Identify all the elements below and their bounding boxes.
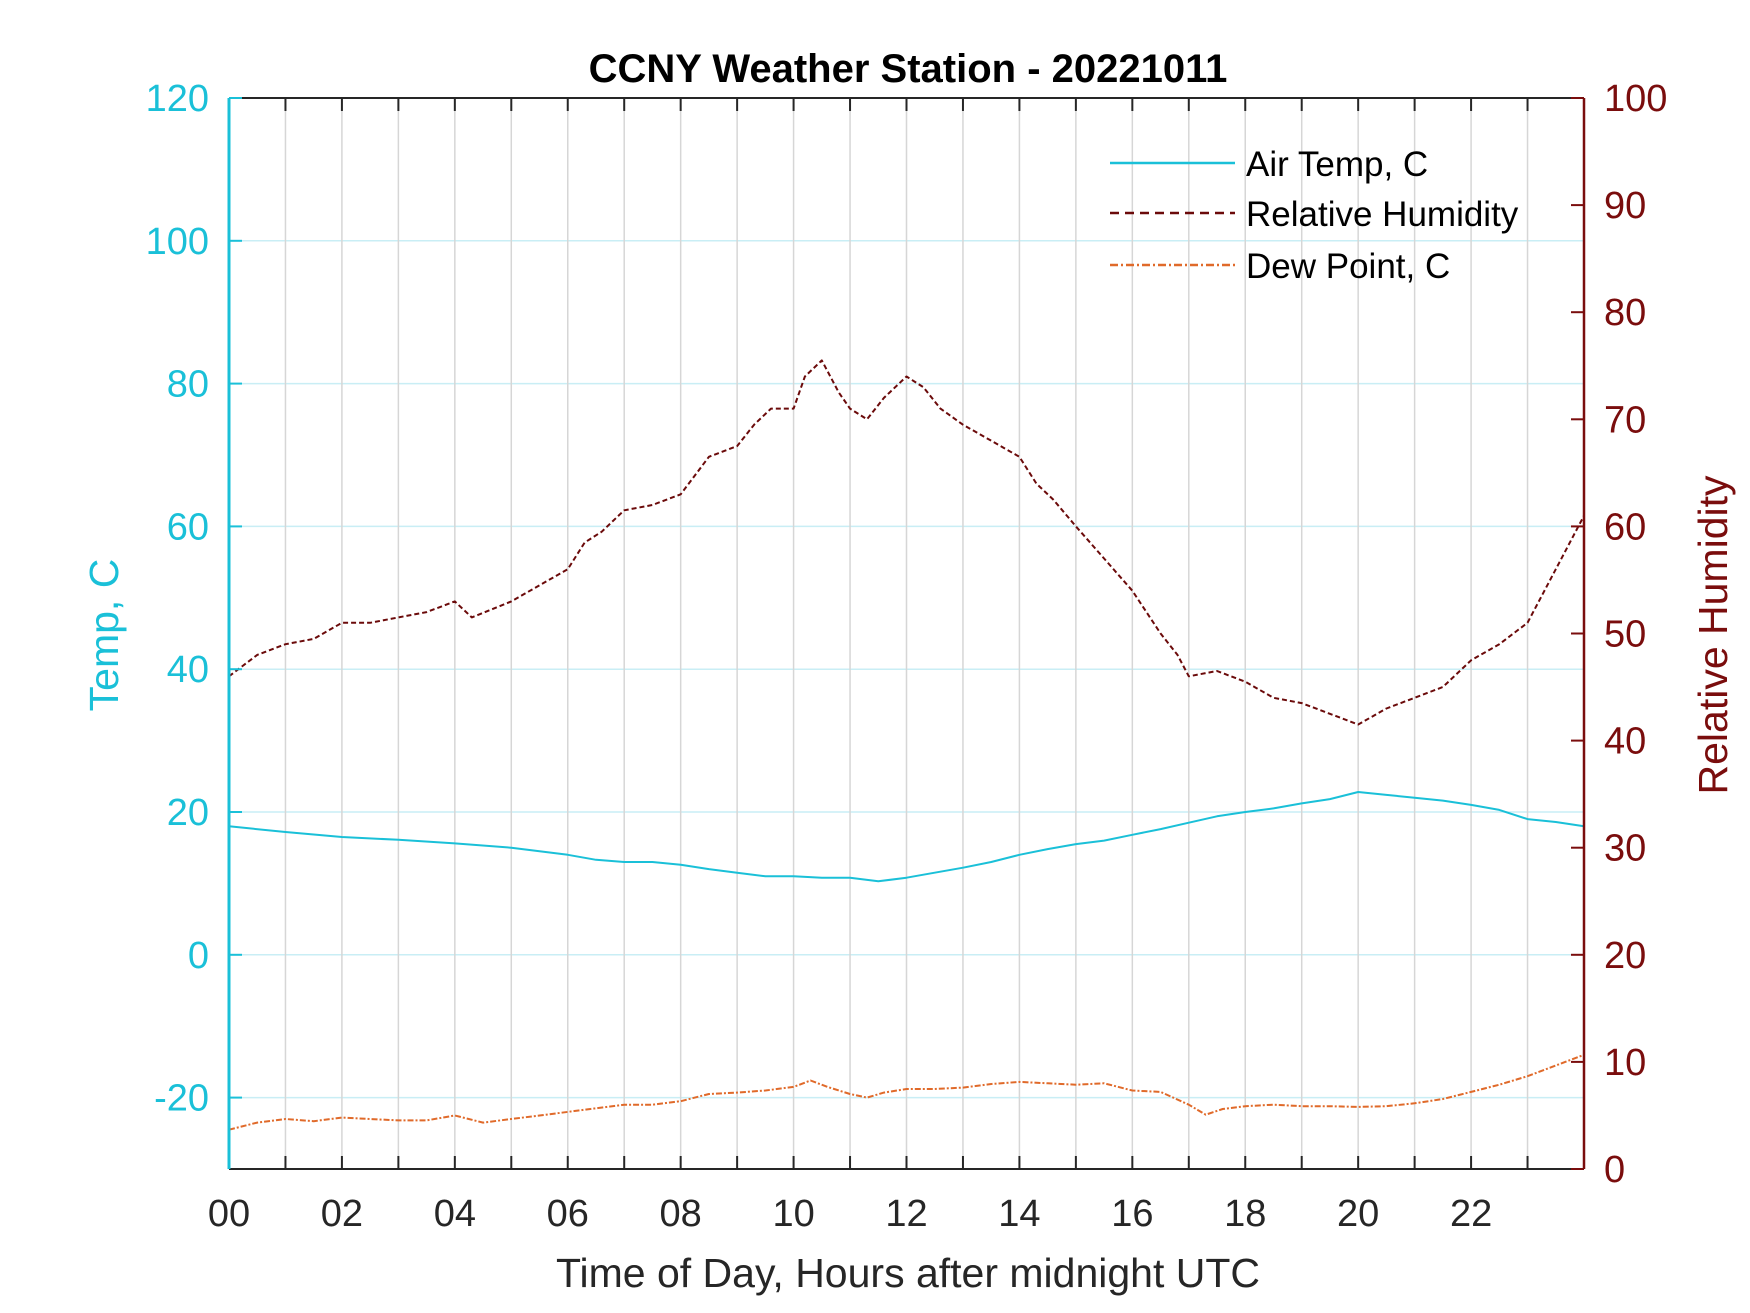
x-tick-label: 02 bbox=[321, 1193, 363, 1235]
x-tick-label: 22 bbox=[1450, 1193, 1492, 1235]
y-right-tick-label: 30 bbox=[1604, 828, 1646, 870]
y-right-axis-label: Relative Humidity bbox=[1690, 475, 1736, 794]
y-right-tick-label: 80 bbox=[1604, 292, 1646, 334]
y-right-tick-label: 70 bbox=[1604, 399, 1646, 441]
legend-label-air-temp: Air Temp, C bbox=[1246, 145, 1428, 184]
y-left-tick-label: 0 bbox=[188, 935, 209, 977]
y-right-tick-label: 90 bbox=[1604, 185, 1646, 227]
y-left-tick-label: 20 bbox=[167, 792, 209, 834]
y-left-axis-label: Temp, C bbox=[81, 559, 127, 712]
y-left-tick-label: 120 bbox=[146, 78, 209, 120]
x-axis-label: Time of Day, Hours after midnight UTC bbox=[556, 1250, 1260, 1296]
y-left-tick-label: 40 bbox=[167, 649, 209, 691]
y-right-tick-label: 20 bbox=[1604, 935, 1646, 977]
y-right-tick-label: 10 bbox=[1604, 1042, 1646, 1084]
y-right-tick-label: 40 bbox=[1604, 721, 1646, 763]
y-left-tick-label: -20 bbox=[154, 1078, 209, 1120]
y-right-tick-label: 100 bbox=[1604, 78, 1667, 120]
x-tick-label: 14 bbox=[998, 1193, 1040, 1235]
y-left-tick-label: 80 bbox=[167, 364, 209, 406]
series-air-temp bbox=[228, 791, 1585, 883]
x-tick-label: 04 bbox=[434, 1193, 476, 1235]
y-right-tick-label: 50 bbox=[1604, 614, 1646, 656]
y-left-tick-label: 100 bbox=[146, 221, 209, 263]
chart-title: CCNY Weather Station - 20221011 bbox=[589, 47, 1228, 91]
ticks-layer: 00 02 04 06 08 10 12 14 16 18 20 22-200204060801001… bbox=[146, 78, 1668, 1235]
legend-label-humidity: Relative Humidity bbox=[1246, 195, 1519, 234]
x-tick-label: 18 bbox=[1224, 1193, 1266, 1235]
y-right-tick-label: 0 bbox=[1604, 1149, 1625, 1191]
legend: Air Temp, C Relative Humidity Dew Point,… bbox=[1110, 145, 1519, 286]
series-dew-point bbox=[228, 1053, 1585, 1131]
x-tick-label: 00 bbox=[208, 1193, 250, 1235]
series-layer bbox=[228, 359, 1585, 1131]
legend-label-dew-point: Dew Point, C bbox=[1246, 247, 1450, 286]
x-tick-label: 06 bbox=[547, 1193, 589, 1235]
x-tick-label: 16 bbox=[1111, 1193, 1153, 1235]
y-right-tick-label: 60 bbox=[1604, 506, 1646, 548]
x-tick-label: 10 bbox=[772, 1193, 814, 1235]
x-tick-label: 08 bbox=[660, 1193, 702, 1235]
y-left-tick-label: 60 bbox=[167, 506, 209, 548]
grid-layer bbox=[229, 97, 1584, 1169]
x-tick-label: 12 bbox=[885, 1193, 927, 1235]
series-relative-humidity bbox=[228, 359, 1585, 726]
x-tick-label: 20 bbox=[1337, 1193, 1379, 1235]
